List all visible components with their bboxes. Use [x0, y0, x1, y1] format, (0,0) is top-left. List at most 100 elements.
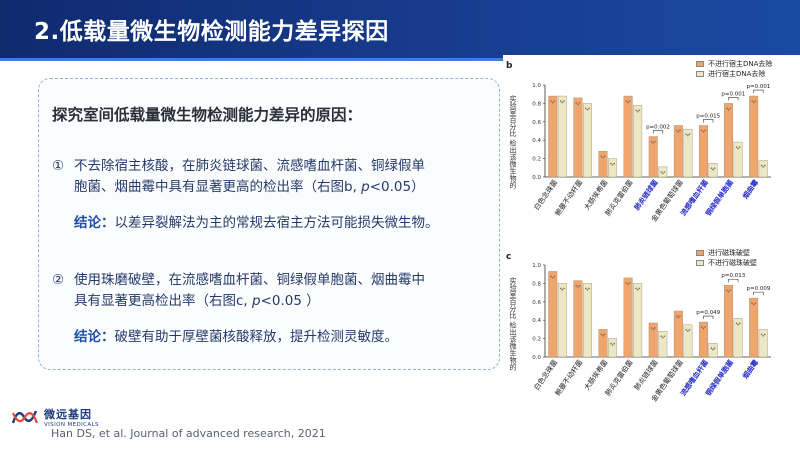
chart-b-bar-dot — [654, 140, 656, 143]
conclusion-2-text: 破壁有助于厚壁菌核酸释放，提升检测灵敏度。 — [114, 329, 399, 345]
chart-c-bar-dot — [713, 347, 716, 349]
point-2-pval: p — [252, 293, 261, 309]
chart-b-bar-dot — [762, 166, 765, 168]
legend-swatch-orange — [696, 250, 704, 256]
chart-c-bar-dot — [675, 315, 678, 317]
chart-b-bar-dot — [610, 162, 612, 165]
chart-c-bar — [648, 322, 658, 358]
chart-c-sig-label: p=0.009 — [747, 286, 771, 292]
point-2-line1: 使用珠磨破壁，在流感嗜血杆菌、铜绿假单胞菌、烟曲霉中 — [74, 272, 425, 288]
chart-c-bar-dot — [610, 342, 612, 345]
chart-c-bar-dot — [635, 287, 637, 290]
legend-swatch-beige — [696, 260, 704, 266]
chart-c-bar-dot — [660, 335, 662, 338]
chart-b-bar-dot — [550, 100, 552, 102]
chart-c-bar-dot — [551, 277, 554, 279]
chart-c-sig-bracket — [703, 315, 714, 320]
chart-c-bar-dot — [550, 275, 552, 278]
chart-b-bar-dot — [650, 140, 653, 143]
chart-c-bar-dot — [628, 282, 631, 284]
point-1-line1: 不去除宿主核酸，在肺炎链球菌、流感嗜血杆菌、铜绿假单 — [74, 158, 425, 174]
chart-b-bar-dot — [764, 164, 766, 167]
chart-b-bar-dot — [627, 101, 629, 104]
logo-cn-text: 微远基因 — [44, 408, 92, 421]
chart-b-bar — [557, 95, 567, 178]
chart-b-bar-dot — [675, 129, 678, 132]
chart-c-bar-dot — [625, 282, 628, 284]
chart-b-legend: 不进行宿主DNA去除 进行宿主DNA去除 — [696, 59, 772, 79]
chart-c-bar-dot — [575, 284, 578, 287]
chart-c-bar-dot — [636, 289, 639, 291]
chart-b-bar-dot — [578, 102, 581, 104]
chart-b-bar-dot — [663, 171, 666, 173]
chart-b-bar-dot — [751, 100, 753, 102]
chart-c-bar-dot — [704, 326, 706, 328]
chart-c-bar-dot — [638, 287, 641, 290]
chart-b-category-label: 白色念珠菌 — [532, 178, 559, 212]
chart-c-bar-dot — [654, 327, 656, 329]
chart-b-bar-dot — [636, 110, 639, 113]
chart-c-bar-dot — [737, 323, 739, 326]
chart-c-legend-2: 不进行磁珠破壁 — [708, 259, 757, 267]
chart-c-bar — [582, 283, 592, 358]
chart-c-bar — [573, 280, 583, 358]
conclusion-1-label: 结论： — [74, 215, 115, 231]
chart-c-bar-dot — [738, 322, 741, 325]
panel-heading: 探究室间低载量微生物检测能力差异的原因： — [52, 106, 363, 124]
chart-b-bar — [623, 95, 633, 178]
chart-c-bar — [758, 329, 768, 358]
chart-b-bar-dot — [559, 100, 562, 102]
chart-c-bar-dot — [679, 315, 681, 317]
chart-b-bar — [758, 160, 768, 178]
point-2: ② 使用珠磨破壁，在流感嗜血杆菌、铜绿假单胞菌、烟曲霉中 具有显著更高检出率（右图… — [52, 270, 482, 312]
text-panel — [38, 78, 500, 370]
chart-c-bar-dot — [710, 347, 713, 349]
chart-b-bar-dot — [600, 155, 603, 158]
chart-b-label: b — [506, 61, 513, 71]
chart-b-bar — [733, 141, 743, 178]
chart-c-bar-dot — [727, 290, 730, 293]
chart-c-bar — [658, 331, 668, 358]
chart-b-ylabel: 实验室百分比 检出该微生物的 — [509, 95, 517, 189]
chart-b-bar-dot — [652, 142, 655, 144]
chart-c-bar-dot — [652, 328, 655, 331]
chart-c-category-label: 肺炎链球菌 — [632, 358, 659, 392]
point-2-line2b: <0.05 ） — [260, 293, 320, 309]
chart-b-bar-dot — [551, 101, 554, 104]
chart-b-bar-dot — [688, 133, 691, 135]
chart-b-bar-dot — [752, 101, 755, 104]
chart-b-bar-dot — [660, 171, 662, 173]
point-1-pval: p — [361, 179, 370, 195]
chart-c-bar-dot — [760, 333, 763, 336]
chart-c-bar-dot — [611, 344, 614, 346]
logo-en-text: VISION MEDICALS — [44, 422, 99, 428]
chart-b-sig-bracket — [728, 97, 739, 101]
chart-b-bar-dot — [585, 107, 587, 110]
chart-c-ytick-label: 0.4 — [532, 318, 541, 324]
chart-c-bar-dot — [563, 287, 565, 290]
chart-c-bar-dot — [752, 303, 755, 306]
chart-c-sig-label: p=0.049 — [696, 310, 720, 316]
chart-b-bar-dot — [577, 103, 579, 106]
chart-b-bar-dot — [702, 131, 705, 133]
chart-c-bar-dot — [650, 327, 653, 329]
chart-b-bar — [598, 151, 608, 178]
chart-b-bar — [573, 97, 583, 178]
chart-b-bar-dot — [635, 109, 637, 112]
chart-c-bar-dot — [627, 283, 629, 286]
chart-b-bar — [698, 125, 708, 178]
chart-c-ytick-label: 0.0 — [532, 355, 541, 361]
chart-b-bar-dot — [628, 100, 631, 102]
chart-c-bar — [673, 310, 683, 358]
chart-b-ytick-label: 1.0 — [532, 83, 541, 89]
chart-b-bar-dot — [575, 102, 578, 104]
slide-title: 2.低载量微生物检测能力差异探因 — [34, 19, 389, 45]
chart-c-bar — [557, 283, 567, 358]
chart-c-ytick-label: 0.6 — [532, 300, 541, 306]
chart-c-bar-dot — [726, 289, 728, 292]
chart-c-bar-dot — [754, 302, 757, 304]
conclusion-1: 结论：以差异裂解法为主的常规去宿主方法可能损失微生物。 — [74, 211, 439, 231]
chart-c-category-label: 大肠埃希菌 — [582, 358, 609, 392]
chart-b-ytick-label: 0.6 — [532, 120, 541, 126]
chart-c-bar-dot — [577, 286, 579, 288]
